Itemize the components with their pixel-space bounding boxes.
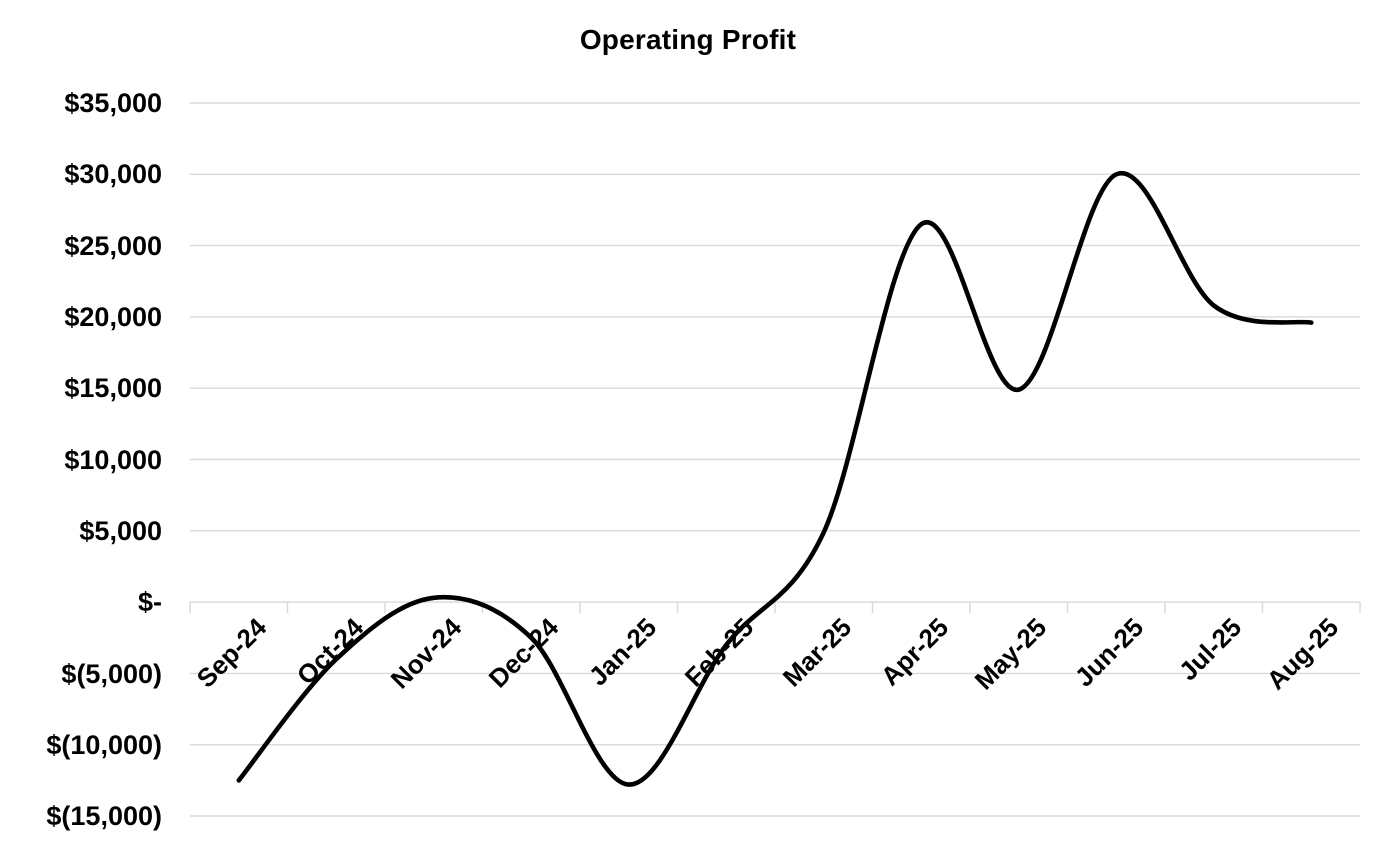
y-axis-tick-label: $(5,000) [61,659,162,689]
y-axis-tick-label: $(10,000) [46,730,162,760]
y-axis-tick-label: $30,000 [64,159,162,189]
y-axis-tick-label: $- [137,587,162,617]
y-axis-tick-label: $20,000 [64,302,162,332]
y-axis-tick-label: $10,000 [64,445,162,475]
y-axis-tick-label: $35,000 [64,88,162,118]
y-axis-tick-label: $15,000 [64,373,162,403]
chart-title: Operating Profit [579,24,797,55]
operating-profit-line [236,170,1314,787]
y-axis-tick-label: $5,000 [79,516,162,546]
y-axis-tick-label: $(15,000) [46,801,162,831]
y-axis-tick-label: $25,000 [64,231,162,261]
